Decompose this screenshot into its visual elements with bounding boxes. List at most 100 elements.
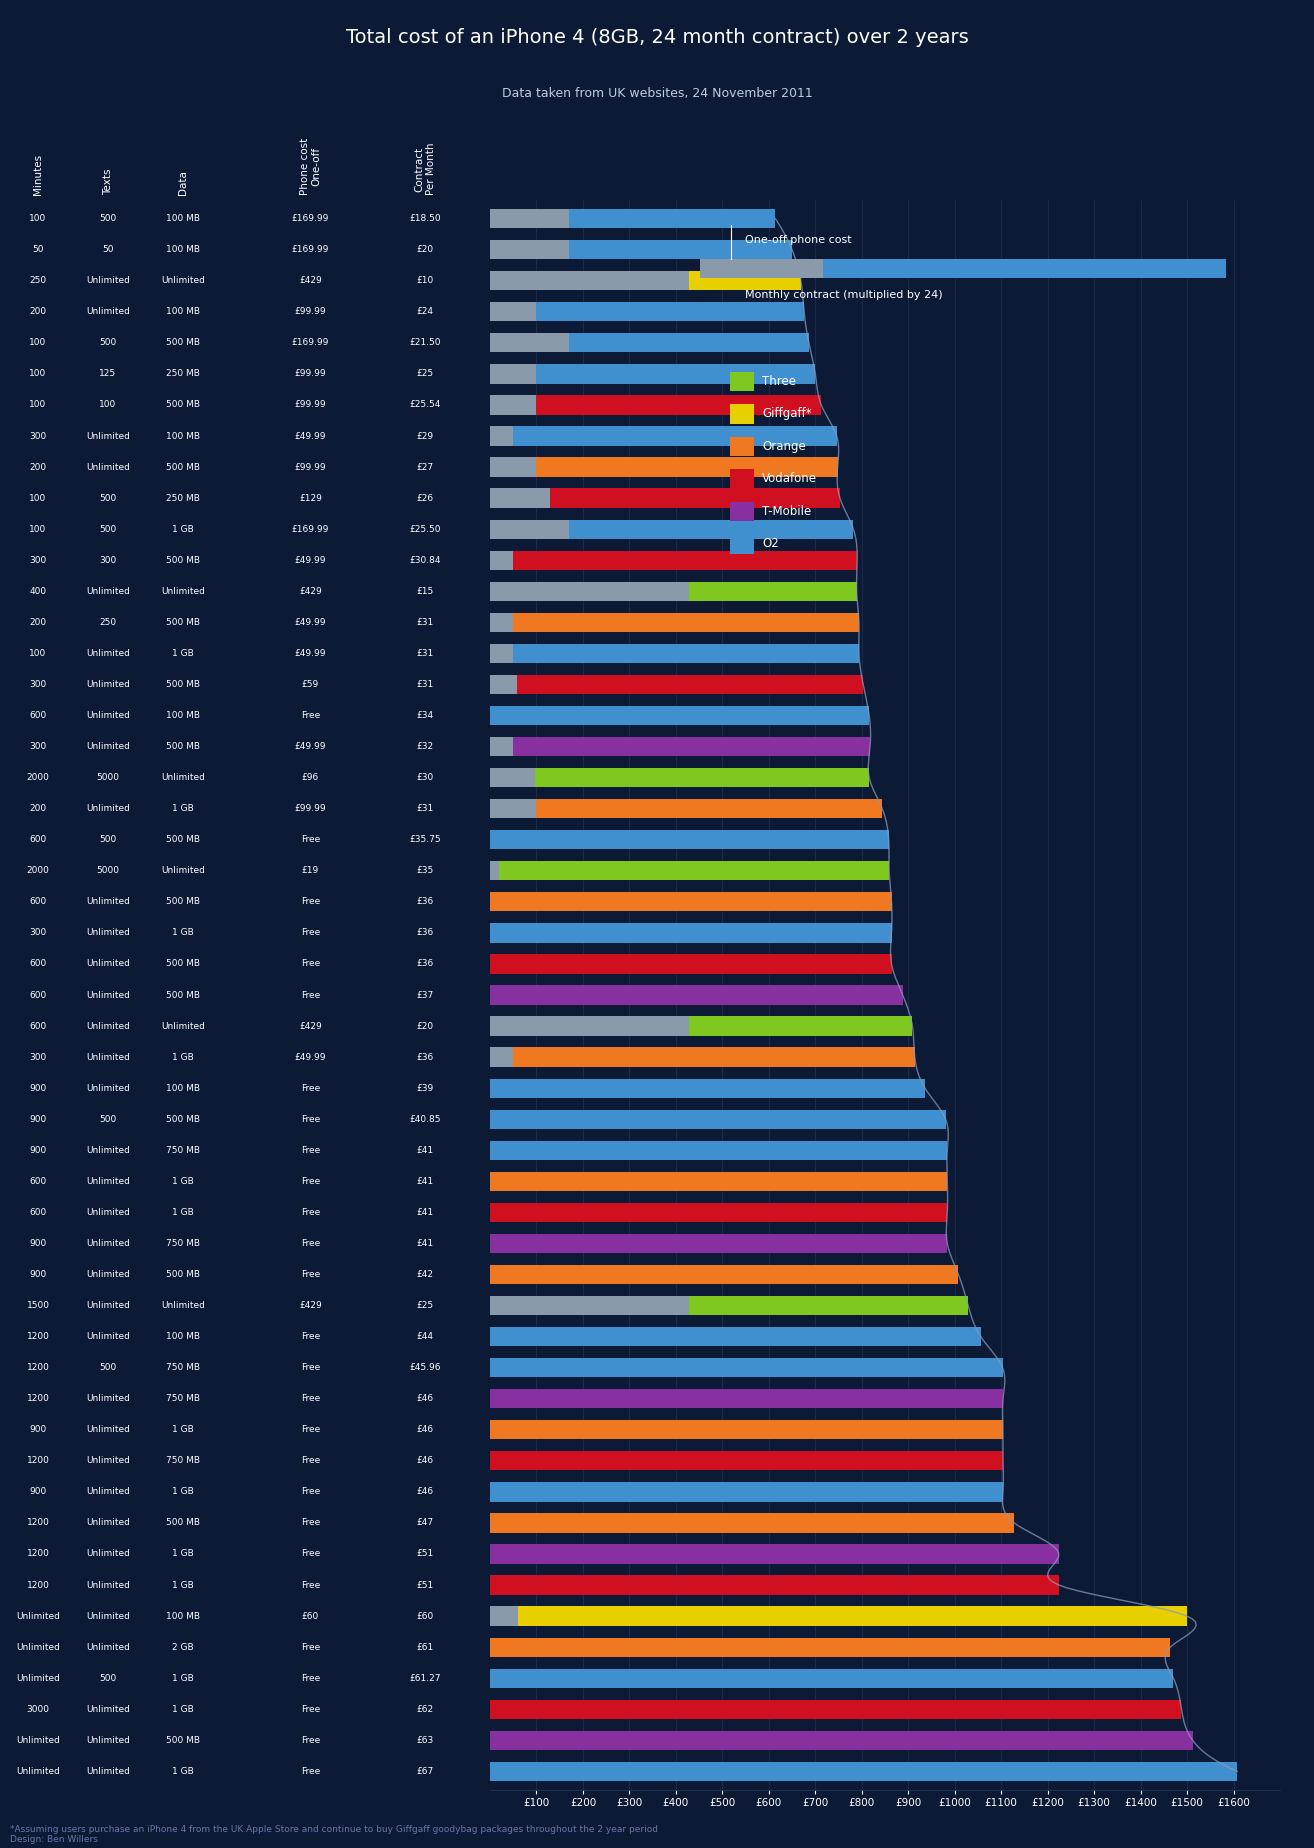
Text: 100: 100 — [29, 401, 46, 410]
Bar — [490, 272, 802, 290]
Text: 1200: 1200 — [26, 1332, 50, 1342]
Text: Unlimited: Unlimited — [85, 1735, 130, 1745]
Text: £20: £20 — [417, 246, 434, 255]
Text: 5000: 5000 — [96, 772, 120, 782]
Text: £41: £41 — [417, 1209, 434, 1216]
Bar — [490, 1264, 958, 1284]
Text: 900: 900 — [29, 1146, 46, 1155]
Text: Unlimited: Unlimited — [16, 1611, 60, 1621]
Text: £46: £46 — [417, 1456, 434, 1465]
Text: Unlimited: Unlimited — [85, 1611, 130, 1621]
Text: 500 MB: 500 MB — [166, 1519, 200, 1528]
Bar — [490, 303, 804, 322]
Text: 900: 900 — [29, 1270, 46, 1279]
Bar — [490, 737, 514, 756]
Text: 1 GB: 1 GB — [172, 1177, 194, 1186]
Bar — [490, 240, 569, 259]
Text: Free: Free — [301, 1114, 321, 1124]
Bar — [569, 209, 775, 229]
Bar — [490, 675, 518, 695]
Bar — [490, 1761, 1238, 1781]
Bar — [490, 1358, 1003, 1377]
Text: 1200: 1200 — [26, 1519, 50, 1528]
Bar — [490, 1295, 690, 1316]
Text: 500 MB: 500 MB — [166, 401, 200, 410]
Text: Unlimited: Unlimited — [85, 649, 130, 658]
Text: 600: 600 — [29, 1022, 46, 1031]
Text: 1 GB: 1 GB — [172, 928, 194, 937]
Text: 900: 900 — [29, 1114, 46, 1124]
Text: Unlimited: Unlimited — [85, 1549, 130, 1558]
Text: 600: 600 — [29, 1209, 46, 1216]
Text: Unlimited: Unlimited — [85, 1519, 130, 1528]
Text: £32: £32 — [417, 743, 434, 750]
Text: One-off phone cost: One-off phone cost — [745, 235, 851, 246]
Text: 500 MB: 500 MB — [166, 462, 200, 471]
Bar — [490, 1451, 1003, 1471]
Text: 1200: 1200 — [26, 1456, 50, 1465]
Text: 500: 500 — [100, 1674, 117, 1684]
Text: O2: O2 — [762, 538, 779, 551]
Text: Data taken from UK websites, 24 November 2011: Data taken from UK websites, 24 November… — [502, 87, 812, 100]
Text: Unlimited: Unlimited — [85, 680, 130, 689]
Text: 1 GB: 1 GB — [172, 1767, 194, 1776]
Text: £42: £42 — [417, 1270, 434, 1279]
Bar — [490, 1761, 1238, 1781]
Bar — [731, 371, 754, 392]
Text: £37: £37 — [417, 991, 434, 1000]
Text: Unlimited: Unlimited — [162, 1022, 205, 1031]
Bar — [490, 1234, 947, 1253]
Text: £60: £60 — [417, 1611, 434, 1621]
Text: £27: £27 — [417, 462, 434, 471]
Bar — [536, 303, 804, 322]
Bar — [490, 1140, 947, 1161]
Bar — [690, 1016, 912, 1035]
Bar — [536, 798, 882, 819]
Text: £39: £39 — [417, 1083, 434, 1092]
Bar — [514, 643, 859, 663]
Text: £62: £62 — [417, 1704, 434, 1713]
Text: Free: Free — [301, 959, 321, 968]
Text: Free: Free — [301, 1270, 321, 1279]
Text: 1 GB: 1 GB — [172, 1549, 194, 1558]
Bar — [490, 1606, 518, 1626]
Bar — [490, 1482, 1003, 1502]
Text: Free: Free — [301, 1735, 321, 1745]
Bar — [490, 1700, 1181, 1719]
Bar — [499, 861, 890, 880]
Text: £34: £34 — [417, 711, 434, 721]
Text: 100 MB: 100 MB — [166, 246, 200, 255]
Text: Contract
Per Month: Contract Per Month — [414, 142, 436, 196]
Text: 50: 50 — [33, 246, 43, 255]
Text: Total cost of an iPhone 4 (8GB, 24 month contract) over 2 years: Total cost of an iPhone 4 (8GB, 24 month… — [346, 28, 968, 46]
Bar — [490, 643, 859, 663]
Text: 250: 250 — [100, 617, 117, 626]
Text: Free: Free — [301, 1643, 321, 1652]
Text: 900: 900 — [29, 1083, 46, 1092]
Bar — [490, 893, 891, 911]
Text: 500: 500 — [100, 214, 117, 224]
Bar — [490, 861, 499, 880]
Text: £25.50: £25.50 — [409, 525, 440, 534]
Text: 300: 300 — [29, 432, 46, 440]
Text: Free: Free — [301, 1488, 321, 1497]
Bar — [490, 1482, 1003, 1502]
Text: 300: 300 — [100, 556, 117, 565]
Bar — [536, 364, 815, 384]
Bar — [490, 924, 891, 942]
Bar — [514, 427, 837, 445]
Bar — [490, 395, 536, 414]
Text: 100 MB: 100 MB — [166, 214, 200, 224]
Text: Unlimited: Unlimited — [85, 991, 130, 1000]
Text: 1 GB: 1 GB — [172, 1488, 194, 1497]
Text: £49.99: £49.99 — [294, 556, 326, 565]
Text: 600: 600 — [29, 991, 46, 1000]
Text: 1200: 1200 — [26, 1393, 50, 1403]
Text: £49.99: £49.99 — [294, 617, 326, 626]
Text: £429: £429 — [300, 1022, 322, 1031]
Text: Free: Free — [301, 991, 321, 1000]
Text: 1 GB: 1 GB — [172, 1425, 194, 1434]
Text: £45.96: £45.96 — [409, 1364, 440, 1373]
Text: 600: 600 — [29, 835, 46, 845]
Text: Unlimited: Unlimited — [162, 588, 205, 595]
